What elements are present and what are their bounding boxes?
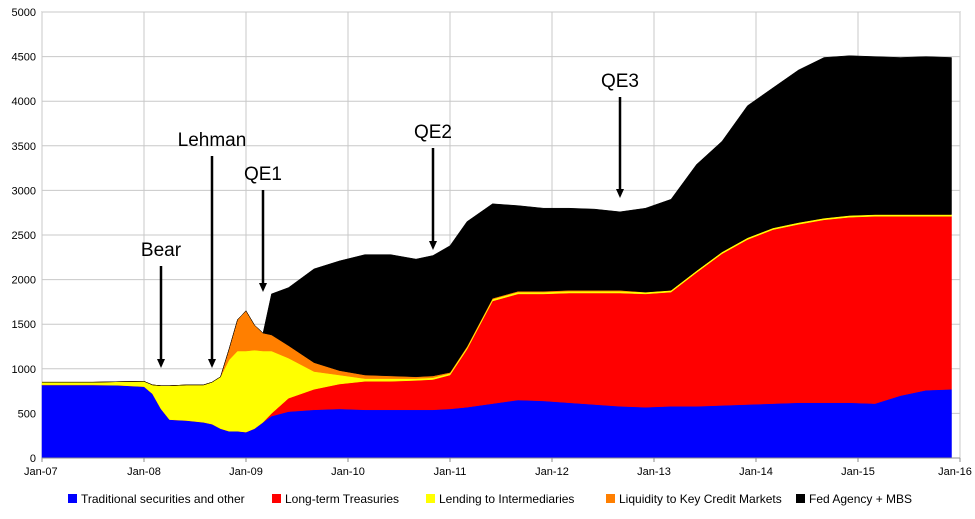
legend-label-liquidity-to-key-credit-markets: Liquidity to Key Credit Markets <box>619 492 782 506</box>
x-tick-label: Jan-11 <box>434 466 467 478</box>
legend: Traditional securities and other Long-ter… <box>68 492 912 506</box>
area-layer <box>41 55 952 459</box>
legend-label-fed-agency-mbs: Fed Agency + MBS <box>809 492 912 506</box>
y-tick-label: 3000 <box>12 185 36 197</box>
annotation-layer: Bear Lehman QE1 QE2 QE3 <box>141 71 639 368</box>
legend-swatch-traditional-securities-and-other <box>68 494 77 503</box>
x-tick-label: Jan-16 <box>938 466 972 478</box>
legend-label-long-term-treasuries: Long-term Treasuries <box>285 492 399 506</box>
y-tick-label: 1500 <box>12 319 36 331</box>
annotation-label-bear: Bear <box>141 240 182 261</box>
y-tick-label: 5000 <box>12 7 36 19</box>
x-tick-label: Jan-12 <box>535 466 569 478</box>
y-tick-label: 2000 <box>12 275 36 287</box>
x-tick-label: Jan-14 <box>739 466 773 478</box>
annotation-label-lehman: Lehman <box>178 130 247 151</box>
y-tick-label: 4000 <box>12 96 36 108</box>
legend-swatch-liquidity-to-key-credit-markets <box>606 494 615 503</box>
y-tick-label: 3500 <box>12 141 36 153</box>
y-tick-label: 4500 <box>12 52 36 64</box>
legend-label-traditional-securities-and-other: Traditional securities and other <box>81 492 245 506</box>
annotation-arrowhead-qe1 <box>259 283 267 292</box>
x-tick-label: Jan-10 <box>331 466 365 478</box>
area-fed-agency-mbs <box>42 55 952 386</box>
annotation-arrowhead-qe2 <box>429 241 437 250</box>
annotation-arrowhead-qe3 <box>616 189 624 198</box>
annotation-arrowhead-lehman <box>208 359 216 368</box>
y-tick-label: 1000 <box>12 364 36 376</box>
legend-swatch-lending-to-intermediaries <box>426 494 435 503</box>
legend-label-lending-to-intermediaries: Lending to Intermediaries <box>439 492 574 506</box>
x-tick-label: Jan-13 <box>637 466 671 478</box>
annotation-label-qe1: QE1 <box>244 164 282 185</box>
annotation-arrowhead-bear <box>157 359 165 368</box>
x-tick-label: Jan-15 <box>841 466 875 478</box>
x-tick-label: Jan-08 <box>127 466 161 478</box>
x-tick-label: Jan-09 <box>229 466 263 478</box>
axis-layer: 0 500 1000 1500 2000 2500 3000 3500 4000 4500 5000… <box>12 7 972 478</box>
legend-swatch-fed-agency-mbs <box>796 494 805 503</box>
legend-swatch-long-term-treasuries <box>272 494 281 503</box>
annotation-label-qe3: QE3 <box>601 71 639 92</box>
y-tick-label: 2500 <box>12 230 36 242</box>
x-tick-label: Jan-07 <box>24 466 58 478</box>
annotation-label-qe2: QE2 <box>414 122 452 143</box>
y-tick-label: 0 <box>30 453 36 465</box>
y-tick-label: 500 <box>18 408 36 420</box>
